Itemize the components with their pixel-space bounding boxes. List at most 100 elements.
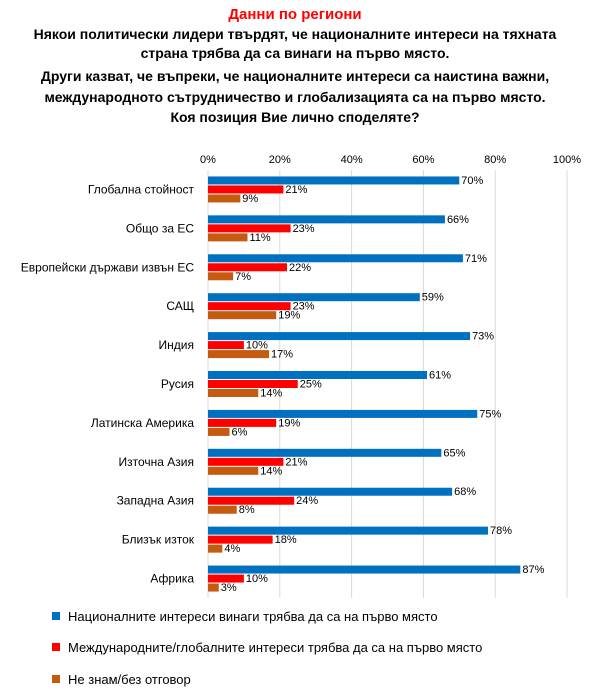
category-label: Индия xyxy=(159,338,194,352)
bar xyxy=(208,389,259,397)
legend-swatch xyxy=(52,675,60,683)
category-label: Африка xyxy=(150,572,194,586)
bar xyxy=(208,233,248,242)
tick-layer: 0% 20% 40% 60% 80% 100% xyxy=(200,154,581,166)
data-label: 66% xyxy=(447,214,469,226)
data-label: 65% xyxy=(443,447,465,459)
bar xyxy=(208,427,230,436)
chart-title: Данни по региони xyxy=(228,6,361,23)
data-label: 8% xyxy=(239,504,255,516)
x-tick-label: 100% xyxy=(553,154,581,166)
category-label: САЩ xyxy=(166,299,194,313)
title-layer: Данни по региони Някои политически лидери… xyxy=(34,6,557,125)
data-label: 78% xyxy=(490,525,512,537)
bar xyxy=(208,466,259,475)
data-label: 4% xyxy=(224,543,240,555)
data-label: 73% xyxy=(472,331,494,343)
category-label: Русия xyxy=(161,377,194,391)
data-label: 11% xyxy=(249,232,270,244)
bar xyxy=(208,496,295,505)
chart-subtitle-line: Други казват, че въпреки, че националнит… xyxy=(41,68,549,84)
chart-subtitle-line: страна трябва да са винаги на първо мяст… xyxy=(141,45,450,61)
bar xyxy=(208,583,219,592)
bar xyxy=(208,544,223,553)
bar xyxy=(208,332,471,341)
data-label: 24% xyxy=(296,495,318,507)
bar xyxy=(208,409,478,418)
legend-label: Националните интереси винаги трябва да с… xyxy=(68,609,438,624)
category-label: Глобална стойност xyxy=(88,182,195,196)
data-label: 21% xyxy=(285,184,307,196)
data-label: 14% xyxy=(260,388,282,400)
bar xyxy=(208,176,460,185)
bar xyxy=(208,448,442,457)
legend-label: Международните/глобалните интереси трябв… xyxy=(68,640,482,655)
category-label: Западна Азия xyxy=(117,494,194,508)
bar xyxy=(208,371,427,379)
legend-swatch xyxy=(52,612,60,620)
x-tick-label: 40% xyxy=(341,154,363,166)
bar xyxy=(208,215,445,224)
data-label: 10% xyxy=(246,573,268,585)
bar xyxy=(208,565,521,574)
legend-layer: Националните интереси винаги трябва да с… xyxy=(52,609,482,687)
category-layer: Глобална стойност Общо за ЕС Европейски дъ… xyxy=(21,182,195,585)
bar xyxy=(208,263,287,272)
bar xyxy=(208,254,463,263)
bar xyxy=(208,293,420,302)
bar-layer xyxy=(208,176,521,592)
bar xyxy=(208,302,291,311)
bar xyxy=(208,350,270,359)
bar xyxy=(208,526,489,535)
chart-subtitle-line: международното сътрудничество и глобализ… xyxy=(44,89,545,105)
x-tick-label: 80% xyxy=(484,154,506,166)
category-label: Източна Азия xyxy=(119,455,195,469)
data-label: 10% xyxy=(246,340,268,352)
category-label: Общо за ЕС xyxy=(126,221,194,235)
category-label: Близък изток xyxy=(122,533,195,547)
data-label: 71% xyxy=(465,253,487,265)
data-label: 9% xyxy=(242,193,258,205)
bar xyxy=(208,574,244,583)
legend-swatch xyxy=(52,643,60,651)
bar xyxy=(208,311,277,320)
data-label: 3% xyxy=(221,582,237,594)
x-tick-label: 20% xyxy=(269,154,291,166)
bar xyxy=(208,418,277,427)
data-label: 7% xyxy=(235,271,251,283)
data-label: 17% xyxy=(271,349,293,361)
data-label: 22% xyxy=(289,262,311,274)
bar xyxy=(208,341,244,350)
bar xyxy=(208,272,234,281)
data-label: 18% xyxy=(275,534,297,546)
bar xyxy=(208,380,298,388)
data-label: 19% xyxy=(278,310,300,322)
legend-label: Не знам/без отговор xyxy=(68,672,191,687)
bar xyxy=(208,224,291,233)
data-label: 21% xyxy=(285,456,307,468)
chart-subtitle-line: Коя позиция Вие лично споделяте? xyxy=(170,109,419,125)
bar xyxy=(208,487,453,496)
data-label: 68% xyxy=(454,486,476,498)
bar xyxy=(208,535,273,544)
data-label: 23% xyxy=(293,301,315,313)
bar xyxy=(208,185,284,194)
data-label: 87% xyxy=(522,564,544,576)
bar xyxy=(208,457,284,466)
bar xyxy=(208,505,237,514)
data-label: 61% xyxy=(429,370,451,382)
data-label: 59% xyxy=(422,292,444,304)
data-label: 75% xyxy=(479,408,501,420)
data-label: 23% xyxy=(293,223,315,235)
bar xyxy=(208,194,241,203)
x-tick-label: 0% xyxy=(200,154,216,166)
data-label: 70% xyxy=(461,175,483,187)
category-label: Европейски държави извън ЕС xyxy=(21,260,195,274)
label-layer: 70%21%9%66%23%11%71%22%7%59%23%19%73%10%… xyxy=(221,175,545,594)
x-tick-label: 60% xyxy=(412,154,434,166)
chart-subtitle-line: Някои политически лидери твърдят, че нац… xyxy=(34,26,557,42)
category-label: Латинска Америка xyxy=(91,416,194,430)
data-label: 19% xyxy=(278,417,300,429)
